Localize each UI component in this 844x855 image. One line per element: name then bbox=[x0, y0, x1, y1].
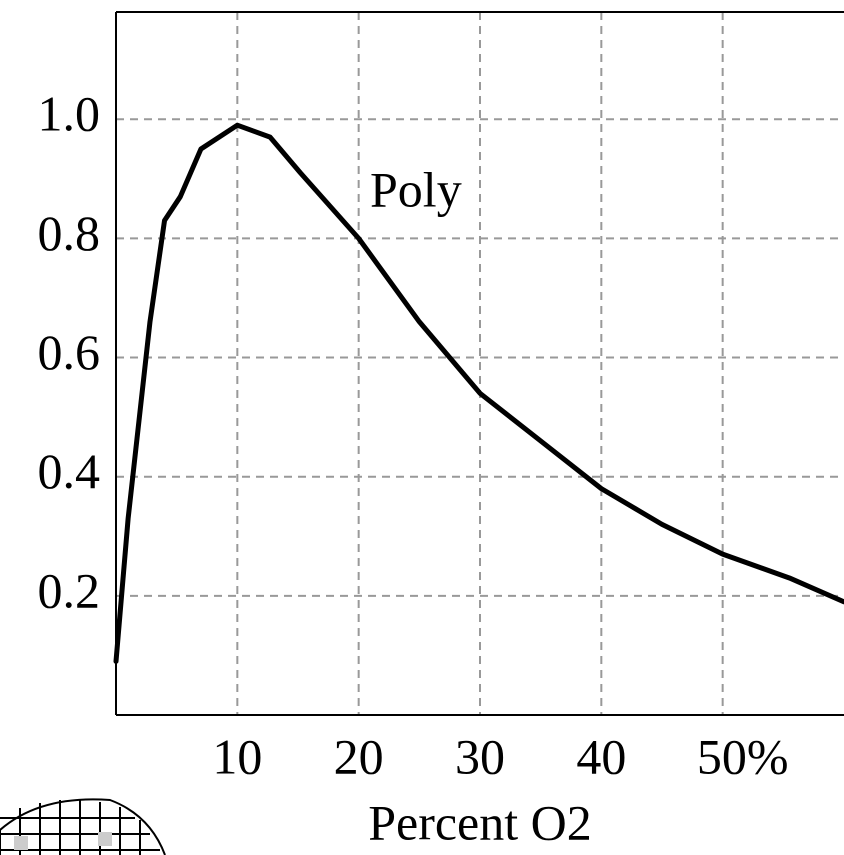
y-tick-label: 0.8 bbox=[38, 205, 101, 261]
x-axis-label: Percent O2 bbox=[368, 794, 592, 850]
x-tick-label: 40 bbox=[576, 728, 626, 784]
y-tick-label: 1.0 bbox=[38, 86, 101, 142]
wafer-icon bbox=[0, 798, 166, 855]
y-tick-label: 0.4 bbox=[38, 443, 101, 499]
y-tick-label: 0.2 bbox=[38, 562, 101, 618]
line-series bbox=[113, 122, 844, 664]
x-tick-label: 30 bbox=[455, 728, 505, 784]
x-tick-label: 10 bbox=[212, 728, 262, 784]
annotation: Poly bbox=[370, 161, 462, 217]
y-tick-label: 0.6 bbox=[38, 324, 101, 380]
x-tick-label: 50% bbox=[697, 728, 789, 784]
x-tick-label: 20 bbox=[334, 728, 384, 784]
